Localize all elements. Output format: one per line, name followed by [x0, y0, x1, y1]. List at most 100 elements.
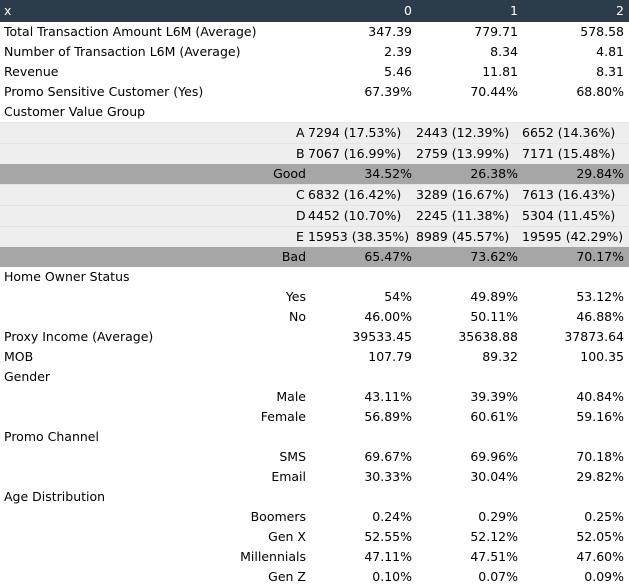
cell-value-1: 69.96%: [470, 449, 518, 464]
cell-value-0: 0.24%: [372, 509, 412, 524]
cell-value-0: 107.79: [368, 349, 412, 364]
table-body: Total Transaction Amount L6M (Average) 34…: [0, 22, 629, 587]
cell-value-0: 30.33%: [364, 469, 412, 484]
cell-value-0: 347.39: [368, 24, 412, 39]
row-label: Age Distribution: [4, 489, 106, 504]
cell-value-2: 7613 (16.43%): [522, 187, 616, 202]
table-row: No 46.00% 50.11% 46.88%: [0, 307, 629, 327]
cell-value-2: 6652 (14.36%): [522, 125, 616, 140]
cell-value-1: 60.61%: [470, 409, 518, 424]
group-key: B: [296, 146, 305, 161]
table-row: Proxy Income (Average) 39533.45 35638.88 37…: [0, 327, 629, 347]
row-sublabel: Bad: [281, 249, 306, 264]
cell-value-0: 0.10%: [372, 569, 412, 584]
row-label: Number of Transaction L6M (Average): [4, 44, 241, 59]
table-row: Gen Z 0.10% 0.07% 0.09%: [0, 567, 629, 587]
cell-value-1: 2759 (13.99%): [416, 146, 510, 161]
index-header: x: [4, 3, 12, 18]
table-row: Number of Transaction L6M (Average) 2.39 8…: [0, 42, 629, 62]
cell-value-2: 0.09%: [584, 569, 624, 584]
cell-value-2: 578.58: [580, 24, 624, 39]
row-sublabel: Boomers: [250, 509, 306, 524]
table-row: SMS 69.67% 69.96% 70.18%: [0, 447, 629, 467]
cell-value-0: 43.11%: [364, 389, 412, 404]
cell-value-1: 0.07%: [478, 569, 518, 584]
column-header-2: 2: [616, 3, 624, 18]
cell-value-1: 30.04%: [470, 469, 518, 484]
row-sublabel: Female: [260, 409, 306, 424]
cell-value-1: 70.44%: [470, 84, 518, 99]
cell-value-2: 4.81: [596, 44, 624, 59]
row-sublabel: Gen X: [268, 529, 306, 544]
cell-value-0: 7294 (17.53%): [308, 125, 402, 140]
table-row: D 4452 (10.70%) 2245 (11.38%) 5304 (11.45%): [0, 205, 629, 226]
cell-value-2: 46.88%: [576, 309, 624, 324]
cell-value-0: 67.39%: [364, 84, 412, 99]
column-header-1: 1: [510, 3, 518, 18]
row-sublabel: Yes: [285, 289, 306, 304]
cell-value-2: 19595 (42.29%): [522, 229, 624, 244]
cell-value-2: 0.25%: [584, 509, 624, 524]
row-label: Total Transaction Amount L6M (Average): [4, 24, 257, 39]
cell-value-2: 53.12%: [576, 289, 624, 304]
cell-value-0: 52.55%: [364, 529, 412, 544]
table-row: Gen X 52.55% 52.12% 52.05%: [0, 527, 629, 547]
row-sublabel: Gen Z: [268, 569, 306, 584]
cell-value-2: 8.31: [596, 64, 624, 79]
cell-value-1: 2245 (11.38%): [416, 208, 510, 223]
cell-value-2: 59.16%: [576, 409, 624, 424]
cell-value-0: 15953 (38.35%): [308, 229, 410, 244]
cell-value-1: 2443 (12.39%): [416, 125, 510, 140]
row-label: Customer Value Group: [4, 104, 146, 119]
cell-value-0: 54%: [384, 289, 412, 304]
group-total-row: Good 34.52% 26.38% 29.84%: [0, 164, 629, 184]
row-label: Gender: [4, 369, 51, 384]
cell-value-1: 8989 (45.57%): [416, 229, 510, 244]
cell-value-1: 49.89%: [470, 289, 518, 304]
row-label: Revenue: [4, 64, 59, 79]
row-label: MOB: [4, 349, 34, 364]
row-sublabel: Email: [271, 469, 306, 484]
section-header-row: Home Owner Status: [0, 267, 629, 287]
table-row: Millennials 47.11% 47.51% 47.60%: [0, 547, 629, 567]
table-row: A 7294 (17.53%) 2443 (12.39%) 6652 (14.36%): [0, 122, 629, 143]
cell-value-2: 5304 (11.45%): [522, 208, 616, 223]
row-label: Promo Channel: [4, 429, 99, 444]
cell-value-1: 26.38%: [470, 166, 518, 181]
table-row: Female 56.89% 60.61% 59.16%: [0, 407, 629, 427]
group-total-row: Bad 65.47% 73.62% 70.17%: [0, 247, 629, 267]
row-sublabel: Millennials: [240, 549, 306, 564]
section-header-row: Promo Channel: [0, 427, 629, 447]
cell-value-1: 39.39%: [470, 389, 518, 404]
cell-value-1: 0.29%: [478, 509, 518, 524]
row-label: Home Owner Status: [4, 269, 130, 284]
table-row: Revenue 5.46 11.81 8.31: [0, 62, 629, 82]
cell-value-0: 7067 (16.99%): [308, 146, 402, 161]
cell-value-1: 73.62%: [470, 249, 518, 264]
table-header: x 0 1 2: [0, 0, 629, 22]
table-row: E 15953 (38.35%) 8989 (45.57%) 19595 (42.29…: [0, 226, 629, 247]
cell-value-2: 47.60%: [576, 549, 624, 564]
cell-value-1: 47.51%: [470, 549, 518, 564]
group-key: A: [296, 125, 305, 140]
cell-value-1: 3289 (16.67%): [416, 187, 510, 202]
row-sublabel: Good: [273, 166, 306, 181]
cell-value-2: 52.05%: [576, 529, 624, 544]
cell-value-2: 37873.64: [564, 329, 624, 344]
row-sublabel: No: [289, 309, 306, 324]
table-row: Promo Sensitive Customer (Yes) 67.39% 70.4…: [0, 82, 629, 102]
cell-value-1: 52.12%: [470, 529, 518, 544]
table-row: Boomers 0.24% 0.29% 0.25%: [0, 507, 629, 527]
cell-value-2: 40.84%: [576, 389, 624, 404]
row-sublabel: SMS: [279, 449, 306, 464]
table-row: Email 30.33% 30.04% 29.82%: [0, 467, 629, 487]
cell-value-0: 69.67%: [364, 449, 412, 464]
cell-value-2: 29.84%: [576, 166, 624, 181]
section-header-row: Age Distribution: [0, 487, 629, 507]
cell-value-1: 11.81: [482, 64, 518, 79]
group-key: E: [296, 229, 304, 244]
cell-value-2: 29.82%: [576, 469, 624, 484]
group-key: D: [296, 208, 306, 223]
table-row: Male 43.11% 39.39% 40.84%: [0, 387, 629, 407]
table-row: B 7067 (16.99%) 2759 (13.99%) 7171 (15.48%): [0, 143, 629, 164]
